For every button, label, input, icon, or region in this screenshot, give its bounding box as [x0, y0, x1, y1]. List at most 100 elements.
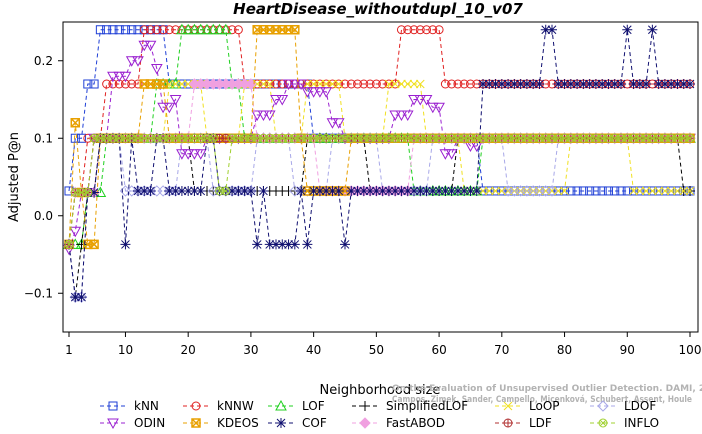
legend-label: COF [302, 416, 327, 430]
legend-item: kNNW [183, 399, 254, 413]
data-point [227, 133, 237, 143]
data-point [622, 186, 632, 196]
data-point [169, 95, 182, 106]
data-point [572, 186, 582, 196]
legend-marker [276, 418, 286, 428]
data-point [634, 79, 645, 89]
data-point [127, 25, 137, 35]
data-point [114, 133, 124, 143]
data-point [114, 25, 124, 35]
legend-item: INFLO [590, 416, 659, 430]
data-point [170, 185, 181, 196]
data-point [384, 133, 394, 143]
data-point [415, 25, 425, 35]
data-point [396, 133, 406, 143]
data-point [578, 79, 589, 89]
data-point [591, 186, 601, 196]
data-point [89, 133, 99, 143]
legend-label: ODIN [134, 416, 165, 430]
data-point [478, 79, 488, 89]
data-point [415, 133, 425, 143]
legend-item: SimplifiedLOF [352, 399, 468, 413]
watermark-line-1: Campos, Zimek, Sander, Campello, Micenko… [392, 395, 692, 405]
data-point [434, 185, 445, 196]
legend-marker [108, 401, 118, 411]
data-point [326, 118, 339, 129]
data-point [295, 79, 307, 91]
data-point [120, 133, 130, 143]
x-tick-label: 1 [65, 343, 73, 357]
x-axis-label: Neighborhood size [320, 383, 441, 398]
data-point [252, 239, 263, 250]
data-point [534, 133, 544, 143]
data-point [227, 185, 238, 196]
data-point [240, 133, 250, 143]
data-point [447, 79, 457, 89]
data-point [465, 79, 475, 89]
data-point [420, 95, 433, 106]
data-point [284, 133, 294, 143]
data-point [158, 25, 168, 35]
data-point [597, 186, 607, 196]
data-point [83, 79, 93, 89]
data-point [565, 79, 576, 89]
data-point [528, 79, 539, 89]
data-point [402, 185, 413, 196]
series-inflo [64, 133, 695, 249]
data-point [484, 186, 494, 196]
data-point [89, 239, 99, 250]
data-point [447, 133, 457, 143]
series-knn [64, 25, 695, 196]
data-point [409, 79, 419, 89]
data-point [346, 79, 356, 89]
data-point [540, 24, 551, 35]
data-point [679, 186, 689, 196]
legend-label: LoOP [529, 399, 560, 413]
data-point [133, 79, 143, 89]
data-point [290, 133, 300, 143]
data-point [152, 25, 162, 35]
data-point [672, 79, 683, 89]
data-point [133, 133, 143, 143]
x-tick-label: 90 [620, 343, 635, 357]
y-tick-label: −0.1 [24, 286, 53, 300]
data-point [584, 79, 595, 89]
data-point [395, 110, 408, 122]
data-point [414, 95, 427, 106]
data-point [301, 87, 314, 98]
data-point [259, 79, 268, 89]
data-point [566, 186, 576, 196]
data-point [176, 23, 188, 35]
data-point [302, 239, 313, 250]
data-point [282, 79, 295, 91]
data-point [308, 185, 319, 196]
data-point [246, 133, 256, 143]
data-point [188, 149, 201, 160]
data-point [426, 102, 439, 114]
data-point [491, 133, 501, 143]
data-point [176, 149, 188, 160]
data-point [446, 185, 457, 196]
data-point [440, 79, 450, 89]
data-point [546, 185, 558, 197]
data-point [641, 186, 651, 196]
data-point [119, 71, 132, 83]
data-point [296, 185, 307, 196]
data-point [384, 79, 394, 89]
data-point [163, 102, 176, 114]
data-point [353, 79, 363, 89]
data-point [288, 79, 301, 91]
data-point [359, 133, 369, 143]
data-point [321, 79, 331, 89]
data-point [365, 185, 376, 196]
legend-item: LDF [495, 416, 552, 430]
data-point [559, 79, 570, 89]
data-point [547, 133, 557, 143]
data-point [465, 185, 476, 196]
data-point [478, 186, 488, 196]
data-point [597, 79, 608, 89]
data-point [434, 25, 444, 35]
data-point [622, 133, 632, 143]
data-point [120, 79, 130, 89]
legend-item: COF [268, 416, 327, 430]
